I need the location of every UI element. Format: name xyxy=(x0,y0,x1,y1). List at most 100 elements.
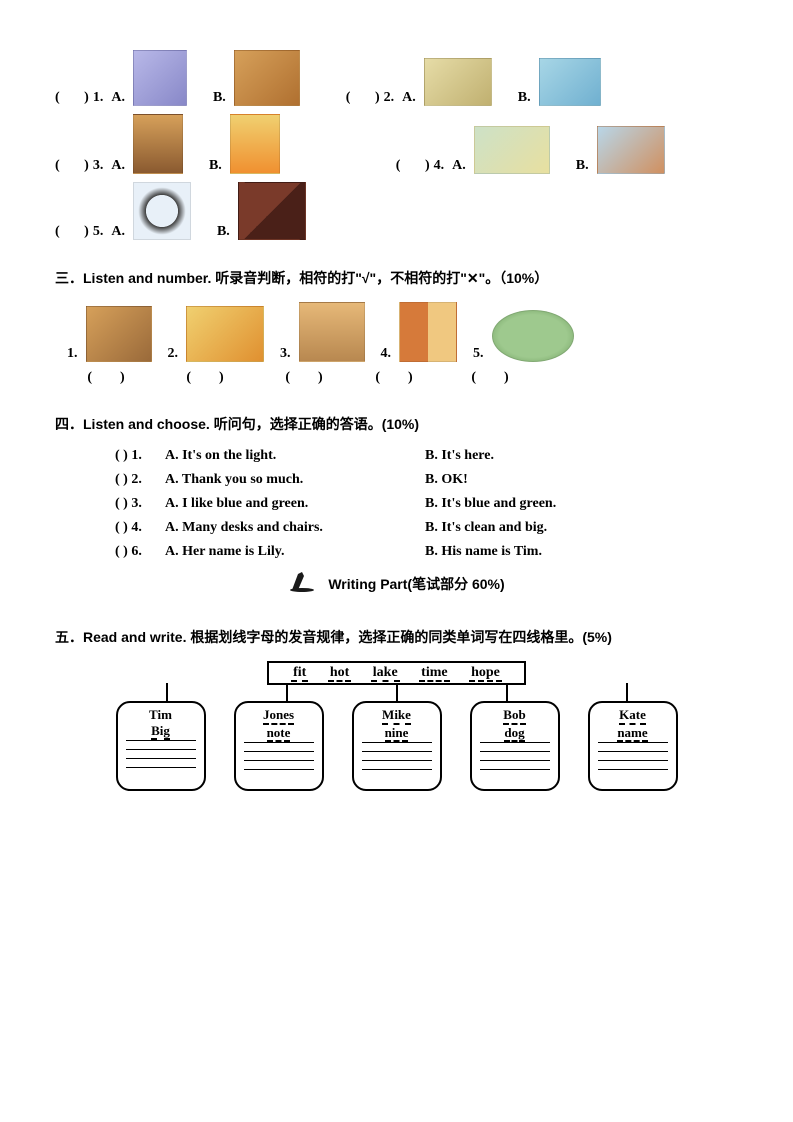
paren[interactable]: ( ) xyxy=(355,370,433,386)
paren[interactable]: ( ) xyxy=(55,224,89,240)
q2-4a-image xyxy=(474,126,550,174)
card-word-2: dog xyxy=(480,725,550,743)
paren[interactable]: ( ) xyxy=(396,158,430,174)
paren[interactable]: ( ) xyxy=(157,370,253,386)
word-card-4[interactable]: Bob dog xyxy=(470,701,560,791)
option-b: B. It's here. xyxy=(425,448,494,464)
word-card-5[interactable]: Kate name xyxy=(588,701,678,791)
q3-1-image xyxy=(86,306,152,362)
word-card-3[interactable]: Mike nine xyxy=(352,701,442,791)
word: hope xyxy=(469,665,502,682)
opt-a-label: A. xyxy=(111,158,125,174)
q2-5a-image xyxy=(133,182,191,240)
paren[interactable]: ( ) 2. xyxy=(115,472,165,488)
q3-item-1: 1. xyxy=(63,306,156,362)
word-bank-box: fit hot lake time hope xyxy=(267,661,526,685)
num: 1. xyxy=(67,346,78,362)
card-word-2: nine xyxy=(362,725,432,743)
paren[interactable]: ( ) xyxy=(261,370,347,386)
cards-row: Tim Big Jones note Mike nine Bob dog Kat… xyxy=(55,701,738,791)
option-b: B. His name is Tim. xyxy=(425,544,542,560)
word-card-2[interactable]: Jones note xyxy=(234,701,324,791)
card-word-1: Mike xyxy=(362,707,432,725)
q4-row-4: ( ) 4. A. Many desks and chairs. B. It's… xyxy=(115,520,738,536)
q4-row-5: ( ) 6. A. Her name is Lily. B. His name … xyxy=(115,544,738,560)
section-5-title: 五．Read and write. 根据划线字母的发音规律，选择正确的同类单词写… xyxy=(55,627,738,647)
option-b: B. It's blue and green. xyxy=(425,496,556,512)
q3-2-image xyxy=(186,306,264,362)
section-4: ( ) 1. A. It's on the light. B. It's her… xyxy=(115,448,738,560)
writing-part-text: Writing Part(笔试部分 60%) xyxy=(328,574,504,594)
paren[interactable]: ( ) 6. xyxy=(115,544,165,560)
num: 2. xyxy=(168,346,179,362)
section-4-title: 四．Listen and choose. 听问句，选择正确的答语。(10%) xyxy=(55,414,738,434)
q2-row-3: ( ) 5. A. B. xyxy=(55,182,738,240)
word-card-1[interactable]: Tim Big xyxy=(116,701,206,791)
card-word-1: Kate xyxy=(598,707,668,725)
paren[interactable]: ( ) 1. xyxy=(115,448,165,464)
q2-1b-image xyxy=(234,50,300,106)
option-b: B. It's clean and big. xyxy=(425,520,547,536)
q2-item-3: ( ) 3. A. B. xyxy=(55,114,284,174)
opt-b-label: B. xyxy=(213,90,226,106)
q3-4-image xyxy=(399,302,457,362)
num: 5. xyxy=(473,346,484,362)
q3-3-image xyxy=(299,302,365,362)
q4-row-1: ( ) 1. A. It's on the light. B. It's her… xyxy=(115,448,738,464)
word: lake xyxy=(371,665,400,682)
num: 5. xyxy=(93,224,104,240)
paren[interactable]: ( ) xyxy=(55,158,89,174)
paren[interactable]: ( ) xyxy=(63,370,149,386)
section-2: ( ) 1. A. B. ( ) 2. A. B. ( ) 3. A. xyxy=(55,50,738,240)
q2-item-4: ( ) 4. A. B. xyxy=(396,126,669,174)
section-3: 1. 2. 3. 4. 5. ( ) ( ) ( ) ( ) ( ) xyxy=(63,302,738,386)
opt-a-label: A. xyxy=(111,90,125,106)
connector-lines xyxy=(87,683,707,703)
opt-b-label: B. xyxy=(576,158,589,174)
opt-b-label: B. xyxy=(217,224,230,240)
option-a: A. Many desks and chairs. xyxy=(165,520,425,536)
q3-paren-row: ( ) ( ) ( ) ( ) ( ) xyxy=(63,370,738,386)
q2-row-2: ( ) 3. A. B. ( ) 4. A. B. xyxy=(55,114,738,174)
paren[interactable]: ( ) 3. xyxy=(115,496,165,512)
paren[interactable]: ( ) xyxy=(55,90,89,106)
q2-3a-image xyxy=(133,114,183,174)
q2-3b-image xyxy=(230,114,280,174)
q3-images-row: 1. 2. 3. 4. 5. xyxy=(63,302,738,362)
q2-item-5: ( ) 5. A. B. xyxy=(55,182,310,240)
card-word-2: note xyxy=(244,725,314,743)
paren[interactable]: ( ) 4. xyxy=(115,520,165,536)
opt-b-label: B. xyxy=(209,158,222,174)
opt-a-label: A. xyxy=(111,224,125,240)
q3-item-4: 4. xyxy=(377,302,462,362)
option-a: A. It's on the light. xyxy=(165,448,425,464)
card-word-1: Jones xyxy=(244,707,314,725)
option-a: A. I like blue and green. xyxy=(165,496,425,512)
q2-2b-image xyxy=(539,58,601,106)
num: 1. xyxy=(93,90,104,106)
q4-row-2: ( ) 2. A. Thank you so much. B. OK! xyxy=(115,472,738,488)
paren[interactable]: ( ) xyxy=(346,90,380,106)
q2-5b-image xyxy=(238,182,306,240)
paren[interactable]: ( ) xyxy=(441,370,539,386)
q2-row-1: ( ) 1. A. B. ( ) 2. A. B. xyxy=(55,50,738,106)
q2-4b-image xyxy=(597,126,665,174)
opt-a-label: A. xyxy=(402,90,416,106)
option-a: A. Her name is Lily. xyxy=(165,544,425,560)
opt-b-label: B. xyxy=(518,90,531,106)
pen-icon xyxy=(288,568,318,599)
opt-a-label: A. xyxy=(452,158,466,174)
word: fit xyxy=(291,665,308,682)
q2-item-2: ( ) 2. A. B. xyxy=(346,58,605,106)
option-a: A. Thank you so much. xyxy=(165,472,425,488)
card-word-2: name xyxy=(598,725,668,743)
option-b: B. OK! xyxy=(425,472,468,488)
section-3-title: 三．Listen and number. 听录音判断，相符的打"√"，不相符的打… xyxy=(55,268,738,288)
q4-row-3: ( ) 3. A. I like blue and green. B. It's… xyxy=(115,496,738,512)
q2-2a-image xyxy=(424,58,492,106)
section-5: fit hot lake time hope Tim Big Jones not… xyxy=(55,661,738,791)
q3-item-3: 3. xyxy=(276,302,369,362)
q2-item-1: ( ) 1. A. B. xyxy=(55,50,304,106)
q3-item-5: 5. xyxy=(469,310,578,362)
card-word-1: Bob xyxy=(480,707,550,725)
